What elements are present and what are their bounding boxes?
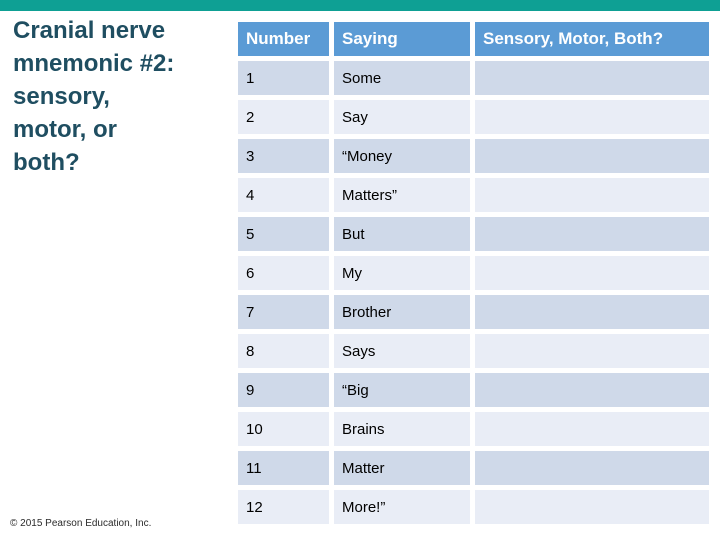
cell-number: 3: [238, 139, 329, 173]
copyright-notice: © 2015 Pearson Education, Inc.: [10, 518, 152, 529]
slide-title: Cranial nerve mnemonic #2: sensory, moto…: [13, 17, 175, 176]
cell-answer: [475, 217, 709, 251]
cell-answer: [475, 256, 709, 290]
cell-saying: Matters”: [334, 178, 470, 212]
table-row: 5 But: [238, 217, 709, 251]
cell-number: 5: [238, 217, 329, 251]
table-row: 6 My: [238, 256, 709, 290]
table-row: 4 Matters”: [238, 178, 709, 212]
cell-saying: Say: [334, 100, 470, 134]
cell-answer: [475, 100, 709, 134]
cell-saying: “Money: [334, 139, 470, 173]
cell-answer: [475, 490, 709, 524]
cell-number: 10: [238, 412, 329, 446]
column-header-answer: Sensory, Motor, Both?: [475, 22, 709, 56]
mnemonic-table: Number Saying Sensory, Motor, Both? 1 So…: [233, 17, 714, 529]
table-row: 3 “Money: [238, 139, 709, 173]
cell-answer: [475, 334, 709, 368]
column-header-saying: Saying: [334, 22, 470, 56]
column-header-number: Number: [238, 22, 329, 56]
cell-answer: [475, 412, 709, 446]
cell-number: 7: [238, 295, 329, 329]
cell-saying: My: [334, 256, 470, 290]
table-header-row: Number Saying Sensory, Motor, Both?: [238, 22, 709, 56]
cell-answer: [475, 373, 709, 407]
cell-saying: More!”: [334, 490, 470, 524]
cell-saying: But: [334, 217, 470, 251]
cell-answer: [475, 61, 709, 95]
cell-answer: [475, 139, 709, 173]
table-row: 8 Says: [238, 334, 709, 368]
top-accent-bar: [0, 0, 720, 11]
cell-number: 8: [238, 334, 329, 368]
cell-saying: Brother: [334, 295, 470, 329]
table-row: 2 Say: [238, 100, 709, 134]
table-row: 10 Brains: [238, 412, 709, 446]
cell-answer: [475, 451, 709, 485]
cell-number: 1: [238, 61, 329, 95]
cell-number: 4: [238, 178, 329, 212]
cell-saying: Some: [334, 61, 470, 95]
cell-number: 12: [238, 490, 329, 524]
cell-number: 9: [238, 373, 329, 407]
cell-answer: [475, 295, 709, 329]
cell-saying: Matter: [334, 451, 470, 485]
cell-number: 11: [238, 451, 329, 485]
cell-answer: [475, 178, 709, 212]
table-row: 12 More!”: [238, 490, 709, 524]
table-row: 9 “Big: [238, 373, 709, 407]
cell-number: 6: [238, 256, 329, 290]
table-row: 11 Matter: [238, 451, 709, 485]
table-row: 7 Brother: [238, 295, 709, 329]
cell-saying: “Big: [334, 373, 470, 407]
table-row: 1 Some: [238, 61, 709, 95]
cell-saying: Brains: [334, 412, 470, 446]
cell-saying: Says: [334, 334, 470, 368]
cell-number: 2: [238, 100, 329, 134]
